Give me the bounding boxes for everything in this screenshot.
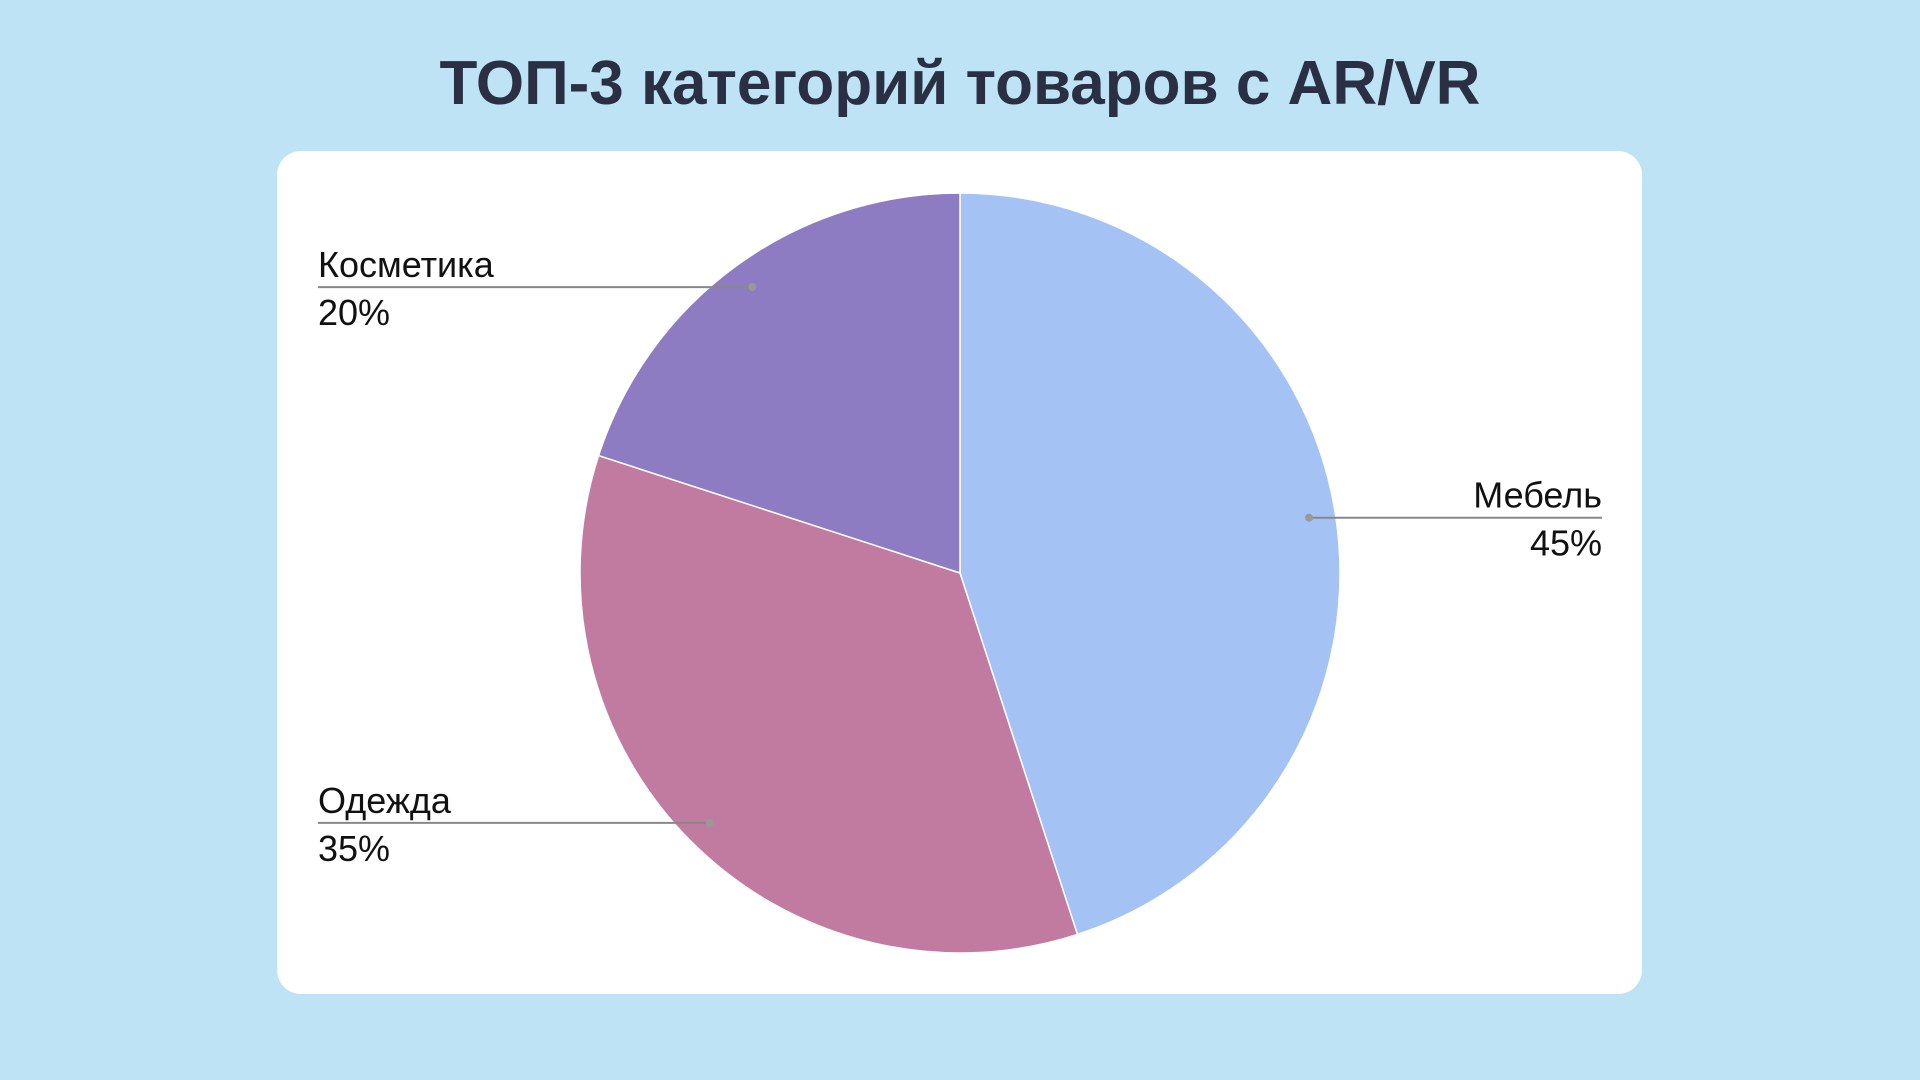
value-label: 45% bbox=[1530, 523, 1602, 564]
value-label: 35% bbox=[318, 828, 390, 869]
slice-label: Одежда bbox=[318, 780, 452, 821]
leader-dot bbox=[748, 283, 757, 292]
slice-label: Мебель bbox=[1473, 475, 1602, 516]
chart-title: ТОП-3 категорий товаров с AR/VR bbox=[440, 49, 1481, 118]
pie-slice bbox=[959, 192, 1341, 936]
leader-dot bbox=[1305, 513, 1314, 522]
pie-slice bbox=[579, 454, 1079, 954]
slice-label: Косметика bbox=[318, 244, 495, 285]
leader-dot bbox=[706, 818, 715, 827]
value-label: 20% bbox=[318, 292, 390, 333]
pie-slice bbox=[597, 192, 961, 575]
